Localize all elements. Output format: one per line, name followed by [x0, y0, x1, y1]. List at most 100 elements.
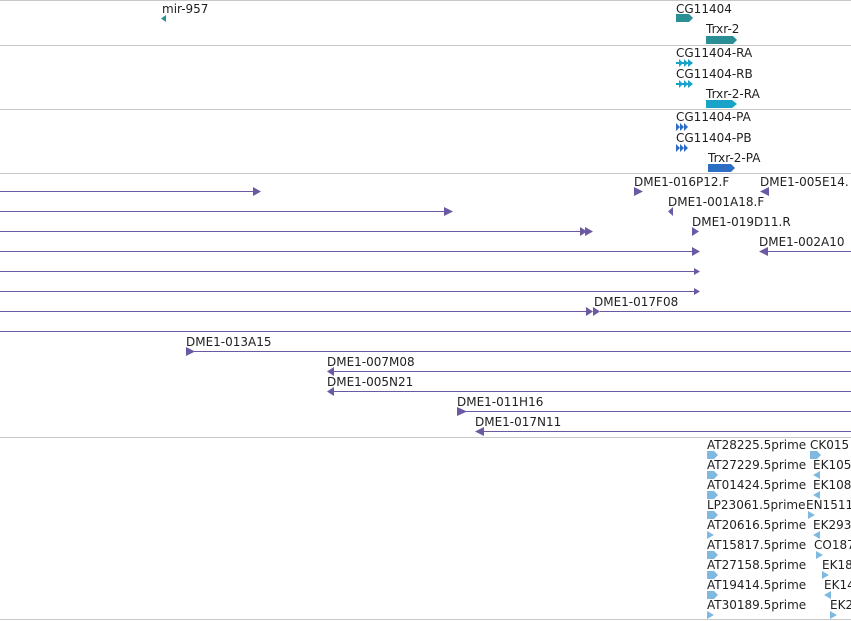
protein-label-trxr-2-pa[interactable]: Trxr-2-PA	[708, 151, 761, 165]
clone-span[interactable]	[0, 191, 256, 192]
clone-label[interactable]: DME1-017F08	[594, 295, 679, 309]
right-arrow-block-icon[interactable]	[708, 164, 736, 172]
est-label[interactable]: EK14	[824, 578, 851, 592]
double-chevron-right-icon[interactable]	[676, 123, 690, 131]
est-label[interactable]: LP23061.5prime	[707, 498, 806, 512]
est-label[interactable]: AT30189.5prime	[707, 598, 807, 612]
est-label[interactable]: AT15817.5prime	[707, 538, 807, 552]
double-chevron-right-icon[interactable]	[676, 59, 694, 67]
right-arrowhead-icon[interactable]	[253, 187, 262, 196]
right-arrowhead-icon[interactable]	[634, 187, 644, 196]
right-arrowhead-icon[interactable]	[692, 247, 701, 256]
clone-span[interactable]	[464, 411, 851, 412]
right-arrowhead-icon[interactable]	[707, 451, 719, 459]
right-arrow-block-icon[interactable]	[676, 14, 694, 22]
clone-label[interactable]: DME1-002A10	[759, 235, 845, 249]
right-arrowhead-icon[interactable]	[457, 407, 468, 416]
clone-label[interactable]: DME1-011H16	[457, 395, 544, 409]
est-label[interactable]: AT28225.5prime	[707, 438, 807, 452]
right-arrowhead-icon[interactable]	[692, 227, 700, 236]
right-arrowhead-icon[interactable]	[707, 551, 719, 559]
est-label[interactable]: EK293	[813, 518, 851, 532]
right-arrowhead-icon[interactable]	[707, 491, 719, 499]
transcript-label-trxr-2-ra[interactable]: Trxr-2-RA	[706, 87, 760, 101]
right-arrowhead-icon[interactable]	[444, 207, 454, 216]
right-arrow-block-icon[interactable]	[706, 36, 738, 44]
clone-label[interactable]: DME1-013A15	[186, 335, 272, 349]
est-label[interactable]: AT27229.5prime	[707, 458, 807, 472]
clone-track: DME1-016P12.F DME1-005E14. DME1-001A18.F…	[0, 174, 851, 437]
right-arrowhead-icon[interactable]	[822, 571, 830, 579]
gene-label-trxr-2[interactable]: Trxr-2	[706, 22, 740, 36]
right-arrowhead-icon[interactable]	[816, 551, 824, 559]
clone-span[interactable]	[0, 311, 590, 312]
clone-span[interactable]	[766, 251, 851, 252]
est-label[interactable]: AT27158.5prime	[707, 558, 807, 572]
est-label[interactable]: AT19414.5prime	[707, 578, 807, 592]
est-label[interactable]: EK2	[830, 598, 851, 612]
est-label[interactable]: EN1511	[806, 498, 851, 512]
clone-span[interactable]	[332, 391, 851, 392]
clone-label[interactable]: DME1-016P12.F	[634, 175, 730, 189]
double-chevron-right-icon[interactable]	[676, 80, 694, 88]
est-label[interactable]: AT20616.5prime	[707, 518, 807, 532]
track-separator	[0, 173, 851, 174]
right-arrowhead-icon[interactable]	[707, 471, 719, 479]
right-arrowhead-icon[interactable]	[694, 288, 701, 295]
clone-span[interactable]	[600, 311, 851, 312]
left-arrowhead-icon[interactable]	[668, 207, 674, 216]
left-arrowhead-icon[interactable]	[813, 471, 821, 479]
right-arrowhead-icon[interactable]	[808, 511, 816, 519]
clone-label[interactable]: DME1-019D11.R	[692, 215, 791, 229]
right-arrowhead-icon[interactable]	[707, 571, 719, 579]
right-arrowhead-icon[interactable]	[694, 268, 701, 275]
left-arrowhead-icon[interactable]	[327, 387, 335, 396]
right-arrowhead-icon[interactable]	[707, 531, 715, 539]
clone-span[interactable]	[192, 351, 851, 352]
left-arrowhead-icon[interactable]	[475, 427, 485, 436]
clone-label[interactable]: DME1-017N11	[475, 415, 562, 429]
est-label[interactable]: EK108	[813, 478, 851, 492]
est-label[interactable]: EK18	[822, 558, 851, 572]
transcript-label-cg11404-ra[interactable]: CG11404-RA	[676, 46, 753, 60]
est-label[interactable]: AT01424.5prime	[707, 478, 807, 492]
clone-span[interactable]	[0, 211, 448, 212]
right-arrow-block-icon[interactable]	[706, 100, 738, 108]
clone-span[interactable]	[482, 431, 851, 432]
right-arrowhead-icon[interactable]	[707, 511, 719, 519]
right-arrowhead-icon[interactable]	[586, 307, 602, 316]
left-arrowhead-icon[interactable]	[759, 247, 769, 256]
clone-span[interactable]	[0, 331, 851, 332]
gene-label-cg11404[interactable]: CG11404	[676, 2, 732, 16]
right-arrowhead-icon[interactable]	[810, 451, 822, 459]
clone-span[interactable]	[0, 291, 694, 292]
clone-span[interactable]	[332, 371, 851, 372]
gene-label-mir-957[interactable]: mir-957	[162, 2, 209, 16]
right-arrowhead-icon[interactable]	[580, 227, 595, 236]
clone-label[interactable]: DME1-005N21	[327, 375, 414, 389]
double-chevron-right-icon[interactable]	[676, 144, 690, 152]
transcript-label-cg11404-rb[interactable]: CG11404-RB	[676, 67, 753, 81]
clone-label[interactable]: DME1-007M08	[327, 355, 415, 369]
right-arrowhead-icon[interactable]	[707, 611, 715, 619]
left-arrowhead-icon[interactable]	[327, 367, 335, 376]
left-arrowhead-icon[interactable]	[824, 591, 832, 599]
clone-label[interactable]: DME1-001A18.F	[668, 195, 765, 209]
clone-label[interactable]: DME1-005E14.	[760, 175, 849, 189]
right-arrowhead-icon[interactable]	[830, 611, 838, 619]
left-arrowhead-icon[interactable]	[760, 187, 770, 196]
est-label[interactable]: CK015	[810, 438, 850, 452]
clone-span[interactable]	[0, 251, 694, 252]
left-arrowhead-icon[interactable]	[813, 491, 821, 499]
est-label[interactable]: CO187	[814, 538, 851, 552]
clone-span[interactable]	[0, 271, 694, 272]
track-separator	[0, 619, 851, 620]
protein-label-cg11404-pa[interactable]: CG11404-PA	[676, 110, 751, 124]
left-arrowhead-icon[interactable]	[813, 531, 821, 539]
est-label[interactable]: EK105	[813, 458, 851, 472]
clone-span[interactable]	[0, 231, 584, 232]
right-arrowhead-icon[interactable]	[186, 347, 196, 356]
protein-label-cg11404-pb[interactable]: CG11404-PB	[676, 131, 752, 145]
right-arrowhead-icon[interactable]	[707, 591, 719, 599]
small-left-arrow-icon[interactable]	[161, 15, 167, 23]
